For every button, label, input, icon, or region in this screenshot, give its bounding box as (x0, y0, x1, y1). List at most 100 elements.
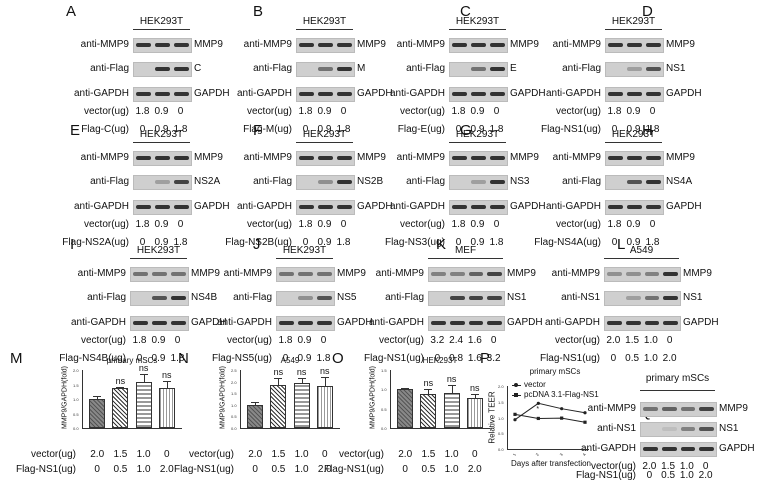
panel-label: P (480, 350, 491, 367)
protein-band (155, 92, 170, 96)
flag-amount: 0.9 (626, 237, 641, 248)
significance-label: ns (162, 369, 172, 380)
protein-band (449, 321, 465, 325)
protein-band (133, 321, 148, 325)
flag-amount: 0.9 (154, 237, 169, 248)
blot-strip (428, 267, 505, 282)
flag-amount-label: Flag-NS1(ug) (173, 464, 234, 475)
title-underline (449, 29, 506, 30)
protein-band (152, 272, 167, 276)
vector-amount: 2.0 (248, 449, 263, 460)
bar (158, 387, 175, 428)
flag-amount: 1.8 (336, 237, 351, 248)
vector-amount: 0 (174, 335, 181, 346)
vector-amount-label: vector(ug) (246, 106, 292, 117)
protein-band (680, 447, 696, 451)
title-underline (449, 142, 506, 143)
blot-strip (296, 87, 355, 102)
blot-cell-type-title: HEK293T (611, 16, 656, 27)
bar (247, 404, 264, 428)
antibody-label: anti-GAPDH (545, 201, 601, 212)
blot-strip (296, 175, 355, 190)
error-bar (278, 378, 280, 386)
significance-label: ns (296, 367, 307, 378)
y-tick-label: 1.0 (231, 402, 237, 408)
protein-band (174, 205, 189, 209)
protein-band (136, 205, 151, 209)
vector-amount-label: vector(ug) (83, 106, 129, 117)
protein-band (299, 92, 314, 96)
flag-amount-label: Flag-NS4A(ug) (534, 237, 601, 248)
protein-band (431, 272, 446, 276)
protein-label: M (357, 63, 366, 74)
flag-amount: 0 (302, 124, 309, 135)
protein-band (152, 321, 167, 325)
protein-label: NS4B (191, 292, 218, 303)
y-axis (240, 370, 241, 428)
significance-label: ns (115, 376, 126, 387)
title-underline (130, 258, 187, 259)
y-tick-label: 0.5 (498, 431, 504, 437)
antibody-label: anti-Flag (253, 63, 292, 74)
protein-band (487, 296, 502, 300)
flag-amount-label: Flag-NS4B(ug) (59, 353, 126, 364)
protein-band (487, 272, 502, 276)
blot-strip (605, 175, 664, 190)
blot-strip (296, 151, 355, 166)
protein-band (661, 447, 677, 451)
y-axis-label: MMP9/GAPDH(fold) (369, 366, 377, 430)
vector-amount: 2.4 (449, 335, 464, 346)
panel-label: I (70, 236, 75, 253)
flag-amount: 0 (139, 237, 146, 248)
protein-band (627, 180, 642, 184)
protein-band (625, 296, 641, 300)
vector-amount: 1.8 (451, 106, 466, 117)
flag-amount: 1.8 (489, 124, 504, 135)
antibody-label: anti-Flag (87, 292, 126, 303)
flag-amount: 1.0 (136, 464, 151, 475)
protein-band (136, 43, 151, 47)
protein-band (487, 321, 502, 325)
antibody-label: anti-MMP9 (243, 152, 292, 163)
flag-amount: 0.9 (470, 124, 485, 135)
flag-amount: 1.8 (173, 237, 188, 248)
protein-band (174, 67, 189, 71)
blot-cell-type-title: HEK293T (455, 16, 500, 27)
antibody-label: anti-Flag (385, 292, 424, 303)
protein-band (337, 156, 352, 160)
error-cap (93, 395, 102, 397)
antibody-label: anti-GAPDH (73, 201, 129, 212)
blot-strip (428, 291, 505, 306)
protein-label: NS1 (666, 63, 686, 74)
blot-strip (133, 151, 192, 166)
y-axis (82, 370, 83, 428)
y-tick-label: 0.0 (231, 426, 237, 431)
vector-amount: 0 (340, 219, 347, 230)
protein-label: GAPDH (683, 317, 719, 328)
flag-amount: 0 (282, 353, 289, 364)
antibody-label: anti-GAPDH (389, 201, 445, 212)
vector-amount: 1.0 (294, 449, 309, 460)
flag-amount-label: Flag-NS3(ug) (384, 237, 445, 248)
legend-entry: vector (524, 380, 546, 389)
protein-band (279, 321, 294, 325)
blot-strip (604, 291, 681, 306)
protein-band (174, 156, 189, 160)
protein-band (155, 67, 170, 71)
blot-strip (449, 38, 508, 53)
vector-amount: 2.0 (642, 461, 657, 472)
blot-strip (130, 291, 189, 306)
protein-band (298, 296, 313, 300)
flag-amount: 0.9 (317, 124, 332, 135)
protein-label: NS1 (719, 423, 739, 434)
flag-amount: 0 (94, 464, 100, 475)
protein-band (471, 92, 486, 96)
protein-label: GAPDH (719, 443, 755, 454)
protein-label: MMP9 (666, 152, 695, 163)
protein-band (471, 67, 486, 71)
protein-band (337, 180, 352, 184)
title-underline (296, 29, 353, 30)
title-underline (605, 29, 662, 30)
protein-label: MMP9 (191, 268, 220, 279)
vector-amount: 0 (177, 106, 184, 117)
